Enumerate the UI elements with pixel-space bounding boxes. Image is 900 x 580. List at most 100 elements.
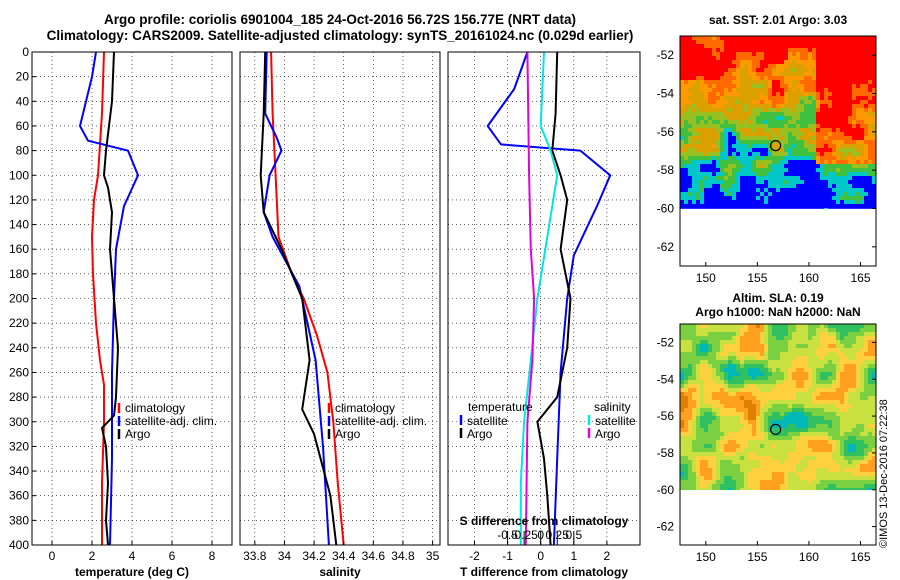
map-cell [828, 340, 833, 345]
map-cell [764, 448, 769, 453]
map-cell [748, 180, 753, 185]
map-cell [704, 436, 709, 441]
map-cell [820, 152, 825, 157]
map-cell [860, 180, 865, 185]
map-cell [768, 140, 773, 145]
map-cell [716, 196, 721, 201]
map-cell [768, 52, 773, 57]
map-cell [864, 56, 869, 61]
map-cell [820, 72, 825, 77]
map-cell [680, 176, 685, 181]
map-cell [784, 480, 789, 485]
map-cell [752, 456, 757, 461]
map-cell [800, 40, 805, 45]
map-cell [756, 104, 761, 109]
map-cell [760, 336, 765, 341]
map-cell [840, 372, 845, 377]
map-cell [828, 68, 833, 73]
map-cell [780, 360, 785, 365]
map-cell [796, 360, 801, 365]
map-cell [744, 176, 749, 181]
map-cell [764, 96, 769, 101]
map-cell [700, 108, 705, 113]
map-cell [744, 360, 749, 365]
map-cell [688, 88, 693, 93]
map-cell [728, 420, 733, 425]
map-cell [812, 40, 817, 45]
map-cell [860, 168, 865, 173]
map-cell [696, 200, 701, 205]
map-cell [840, 360, 845, 365]
map-cell [860, 56, 865, 61]
map-cell [808, 136, 813, 141]
map-cell [764, 360, 769, 365]
map-cell [840, 364, 845, 369]
map-cell [864, 144, 869, 149]
map-cell [816, 328, 821, 333]
map-cell [868, 72, 873, 77]
map-cell [768, 452, 773, 457]
map-cell [844, 332, 849, 337]
map-cell [700, 360, 705, 365]
map-cell [808, 132, 813, 137]
x-tick-label: -1 [502, 549, 513, 563]
map-cell [692, 204, 697, 209]
map-cell [756, 348, 761, 353]
map-cell [796, 40, 801, 45]
map-cell [812, 56, 817, 61]
map-cell [704, 116, 709, 121]
map-cell [764, 356, 769, 361]
map-cell [772, 108, 777, 113]
map-cell [784, 344, 789, 349]
map-cell [784, 436, 789, 441]
map-cell [816, 180, 821, 185]
map-cell [844, 116, 849, 121]
map-cell [736, 180, 741, 185]
map-cell [696, 484, 701, 489]
map-cell [736, 192, 741, 197]
map-cell [828, 360, 833, 365]
map-cell [712, 204, 717, 209]
map-cell [836, 76, 841, 81]
map-cell [800, 376, 805, 381]
map-cell [748, 100, 753, 105]
map-cell [740, 480, 745, 485]
map-cell [712, 444, 717, 449]
map-cell [820, 364, 825, 369]
map-cell [700, 460, 705, 465]
map-cell [788, 124, 793, 129]
map-cell [800, 336, 805, 341]
map-cell [844, 132, 849, 137]
map-cell [844, 324, 849, 329]
map-cell [864, 380, 869, 385]
map-cell [808, 372, 813, 377]
map-cell [772, 376, 777, 381]
map-cell [680, 376, 685, 381]
map-cell [688, 64, 693, 69]
map-cell [792, 400, 797, 405]
map-cell [768, 200, 773, 205]
map-cell [776, 332, 781, 337]
map-cell [840, 36, 845, 41]
map-cell [764, 376, 769, 381]
map-cell [808, 388, 813, 393]
map-cell [704, 352, 709, 357]
map-cell [752, 444, 757, 449]
map-cell [720, 480, 725, 485]
map-cell [812, 204, 817, 209]
map-cell [684, 372, 689, 377]
map-cell [792, 176, 797, 181]
map-cell [712, 48, 717, 53]
map-cell [772, 468, 777, 473]
map-cell [828, 480, 833, 485]
map-cell [816, 432, 821, 437]
map-x-tick-label: 165 [851, 550, 871, 564]
map-cell [692, 156, 697, 161]
map-cell [728, 184, 733, 189]
map-cell [856, 124, 861, 129]
map-cell [724, 176, 729, 181]
map-cell [792, 144, 797, 149]
map-cell [864, 124, 869, 129]
map-cell [680, 180, 685, 185]
map-cell [780, 44, 785, 49]
